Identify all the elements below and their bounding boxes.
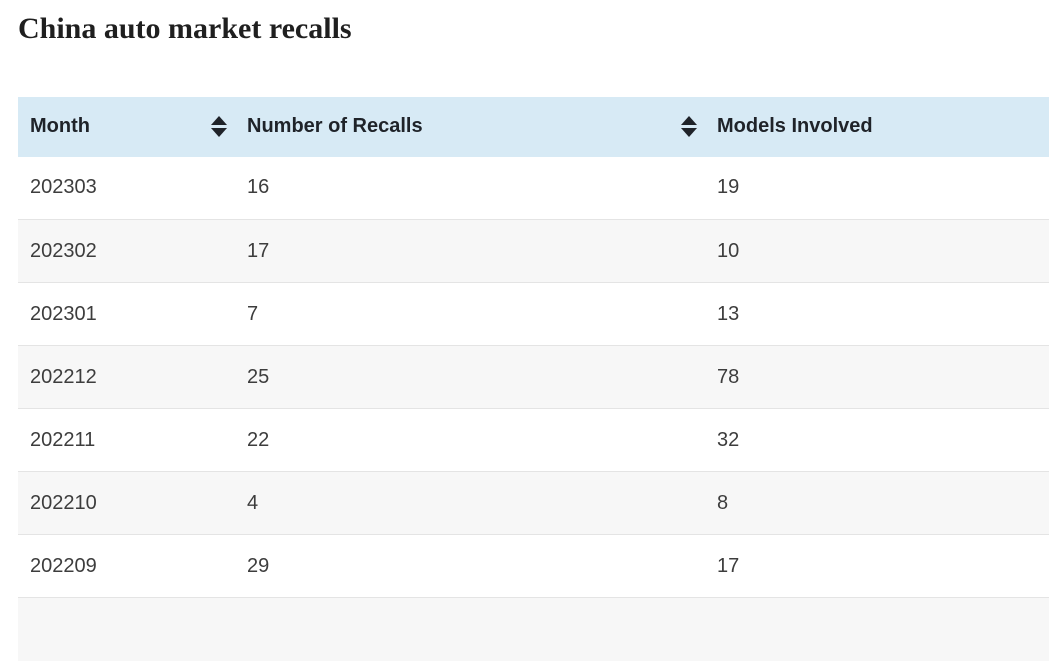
page-title: China auto market recalls bbox=[18, 12, 352, 45]
column-header-recalls[interactable]: Number of Recalls bbox=[235, 97, 705, 157]
sort-up-triangle-icon bbox=[211, 116, 227, 125]
table-row: 202212 25 78 bbox=[18, 345, 1049, 409]
cell-models: 32 bbox=[717, 428, 740, 451]
cell-recalls: 29 bbox=[247, 554, 270, 577]
sort-down-triangle-icon bbox=[211, 128, 227, 137]
table-row: 202302 17 10 bbox=[18, 219, 1049, 283]
cell-empty bbox=[18, 598, 235, 661]
cell-models: 78 bbox=[717, 365, 740, 388]
cell-recalls: 16 bbox=[247, 176, 270, 199]
column-header-month-label: Month bbox=[30, 115, 90, 137]
table-row: 202301 7 13 bbox=[18, 282, 1049, 346]
cell-models: 10 bbox=[717, 239, 740, 262]
cell-month: 202301 bbox=[30, 302, 97, 325]
header-row: Month Number of Recalls bbox=[18, 96, 1049, 157]
cell-month: 202302 bbox=[30, 239, 97, 262]
cell-month: 202303 bbox=[30, 176, 97, 199]
cell-month: 202211 bbox=[30, 428, 96, 451]
sort-icon-recalls bbox=[681, 116, 697, 137]
cell-models: 19 bbox=[717, 176, 740, 199]
cell-models: 8 bbox=[717, 491, 729, 514]
sort-down-triangle-icon bbox=[681, 128, 697, 137]
recalls-table-container: Month Number of Recalls bbox=[18, 96, 1049, 661]
sort-up-triangle-icon bbox=[681, 116, 697, 125]
column-header-models-label: Models Involved bbox=[717, 115, 873, 137]
cell-month: 202212 bbox=[30, 365, 97, 388]
cell-recalls: 25 bbox=[247, 365, 270, 388]
cell-models: 17 bbox=[717, 554, 740, 577]
recalls-table: Month Number of Recalls bbox=[18, 96, 1049, 661]
column-header-models[interactable]: Models Involved bbox=[705, 97, 1049, 157]
table-row: 202209 29 17 bbox=[18, 534, 1049, 598]
sort-icon-month bbox=[211, 116, 227, 137]
cell-recalls: 17 bbox=[247, 239, 270, 262]
cell-recalls: 7 bbox=[247, 302, 259, 325]
column-header-month[interactable]: Month bbox=[18, 97, 235, 157]
cell-month: 202210 bbox=[30, 491, 97, 514]
table-row: 202303 16 19 bbox=[18, 156, 1049, 220]
table-row: 202211 22 32 bbox=[18, 408, 1049, 472]
cell-recalls: 4 bbox=[247, 491, 259, 514]
cell-month: 202209 bbox=[30, 554, 97, 577]
cell-recalls: 22 bbox=[247, 428, 270, 451]
column-header-recalls-label: Number of Recalls bbox=[247, 115, 423, 137]
table-row: 202210 4 8 bbox=[18, 471, 1049, 535]
cell-models: 13 bbox=[717, 302, 740, 325]
cell-empty bbox=[235, 598, 705, 661]
table-row-partial bbox=[18, 597, 1049, 661]
cell-empty bbox=[705, 598, 1049, 661]
